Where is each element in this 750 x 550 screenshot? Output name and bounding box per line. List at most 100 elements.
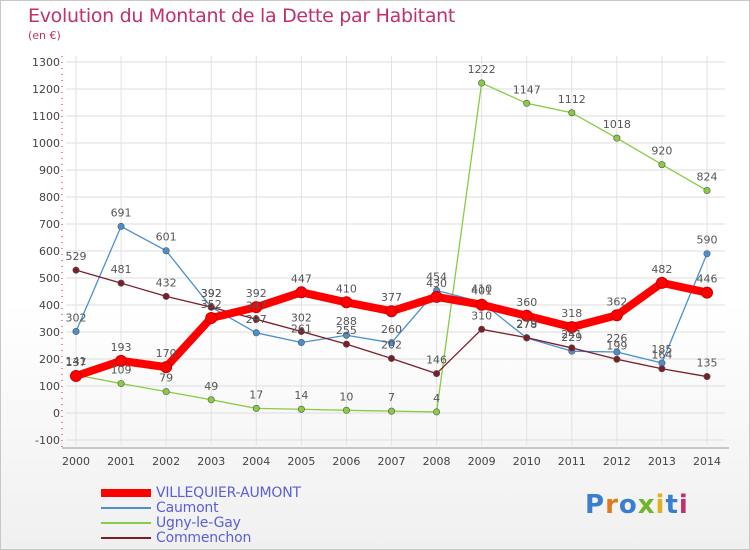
data-label-ugny-le-gay: 109 (111, 364, 132, 377)
y-tick-label: 400 (39, 299, 60, 312)
data-label-caumont: 261 (291, 323, 312, 336)
y-tick-label: 0 (53, 407, 60, 420)
y-tick-label: 800 (39, 191, 60, 204)
y-tick-label: 900 (39, 164, 60, 177)
proxiti-logo: Proxiti (585, 490, 689, 520)
data-label-commenchon: 347 (246, 299, 267, 312)
y-tick-label: 1200 (32, 83, 60, 96)
data-point-ugny-le-gay (117, 380, 125, 388)
data-point-caumont (613, 348, 621, 356)
data-point-ugny-le-gay (387, 407, 395, 415)
data-label-villequier-aumont: 377 (381, 291, 402, 304)
x-tick-label: 2011 (558, 455, 586, 468)
x-tick-label: 2013 (648, 455, 676, 468)
data-point-commenchon (478, 325, 486, 333)
data-label-villequier-aumont: 430 (426, 277, 447, 290)
data-point-caumont (342, 331, 350, 339)
x-tick-label: 2010 (513, 455, 541, 468)
logo-letter: o (618, 490, 638, 520)
data-point-villequier-aumont (70, 370, 82, 383)
data-label-ugny-le-gay: 79 (159, 372, 173, 385)
logo-letter: i (678, 490, 689, 520)
x-tick-label: 2014 (693, 455, 721, 468)
data-label-commenchon: 279 (516, 318, 537, 331)
legend-label-villequier-aumont: VILLEQUIER-AUMONT (156, 485, 301, 501)
legend-swatch-commenchon (101, 537, 151, 539)
legend-label-commenchon: Commenchon (156, 530, 252, 546)
data-label-villequier-aumont: 410 (336, 282, 357, 295)
data-label-villequier-aumont: 447 (291, 272, 312, 285)
data-point-commenchon (568, 344, 576, 352)
data-label-villequier-aumont: 360 (516, 296, 537, 309)
data-point-caumont (297, 339, 305, 347)
data-label-villequier-aumont: 401 (471, 285, 492, 298)
y-tick-label: 200 (39, 353, 60, 366)
data-label-villequier-aumont: 482 (651, 263, 672, 276)
data-label-ugny-le-gay: 141 (66, 355, 87, 368)
data-point-villequier-aumont (520, 309, 533, 322)
y-tick-label: 1300 (32, 56, 60, 69)
data-label-caumont: 601 (156, 231, 177, 244)
data-point-ugny-le-gay (478, 79, 486, 87)
legend-label-ugny-le-gay: Ugny-le-Gay (156, 515, 241, 531)
data-label-caumont: 454 (426, 270, 447, 283)
y-tick-label: 300 (39, 326, 60, 339)
data-label-ugny-le-gay: 7 (388, 391, 395, 404)
x-tick-label: 2001 (107, 455, 135, 468)
logo-letter: x (637, 490, 656, 520)
series-commenchon (72, 266, 711, 381)
data-point-villequier-aumont (115, 354, 128, 367)
data-label-commenchon: 135 (697, 357, 718, 370)
data-label-commenchon: 241 (561, 328, 582, 341)
x-tick-label: 2008 (423, 455, 451, 468)
data-point-caumont (117, 222, 125, 230)
data-label-ugny-le-gay: 1112 (558, 93, 586, 106)
data-label-commenchon: 302 (291, 311, 312, 324)
data-point-commenchon (252, 315, 260, 323)
data-label-ugny-le-gay: 17 (249, 388, 263, 401)
data-label-villequier-aumont: 352 (201, 298, 222, 311)
chart-subtitle: (en €) (28, 29, 61, 42)
data-point-commenchon (297, 327, 305, 335)
data-point-commenchon (523, 334, 531, 342)
data-point-commenchon (703, 373, 711, 381)
data-label-commenchon: 146 (426, 354, 447, 367)
data-point-ugny-le-gay (342, 406, 350, 414)
data-label-caumont: 260 (381, 323, 402, 336)
logo-letter: P (585, 490, 606, 520)
data-point-commenchon (342, 340, 350, 348)
data-label-villequier-aumont: 362 (606, 295, 627, 308)
data-point-ugny-le-gay (162, 388, 170, 396)
y-tick-label: 100 (39, 380, 60, 393)
data-point-ugny-le-gay (297, 405, 305, 413)
data-label-ugny-le-gay: 4 (433, 392, 440, 405)
data-label-ugny-le-gay: 1018 (603, 118, 631, 131)
chart-title: Evolution du Montant de la Dette par Hab… (28, 5, 456, 27)
data-label-commenchon: 310 (471, 309, 492, 322)
y-tick-label: 600 (39, 245, 60, 258)
data-label-villequier-aumont: 170 (156, 347, 177, 360)
data-label-commenchon: 392 (201, 287, 222, 300)
x-tick-label: 2002 (152, 455, 180, 468)
data-label-caumont: 392 (201, 287, 222, 300)
x-tick-label: 2003 (197, 455, 225, 468)
data-point-commenchon (207, 303, 215, 311)
data-label-commenchon: 164 (651, 349, 672, 362)
data-label-caumont: 278 (516, 318, 537, 331)
data-point-ugny-le-gay (433, 408, 441, 416)
x-tick-label: 2007 (378, 455, 406, 468)
data-point-commenchon (117, 279, 125, 287)
data-point-villequier-aumont (655, 276, 668, 289)
data-label-caumont: 590 (697, 234, 718, 247)
data-point-ugny-le-gay (658, 161, 666, 169)
y-tick-label: 500 (39, 272, 60, 285)
y-tick-label: 700 (39, 218, 60, 231)
data-point-commenchon (433, 370, 441, 378)
data-point-caumont (72, 327, 80, 335)
x-tick-label: 2005 (287, 455, 315, 468)
data-point-ugny-le-gay (207, 396, 215, 404)
data-point-ugny-le-gay (523, 99, 531, 107)
data-label-commenchon: 255 (336, 324, 357, 337)
